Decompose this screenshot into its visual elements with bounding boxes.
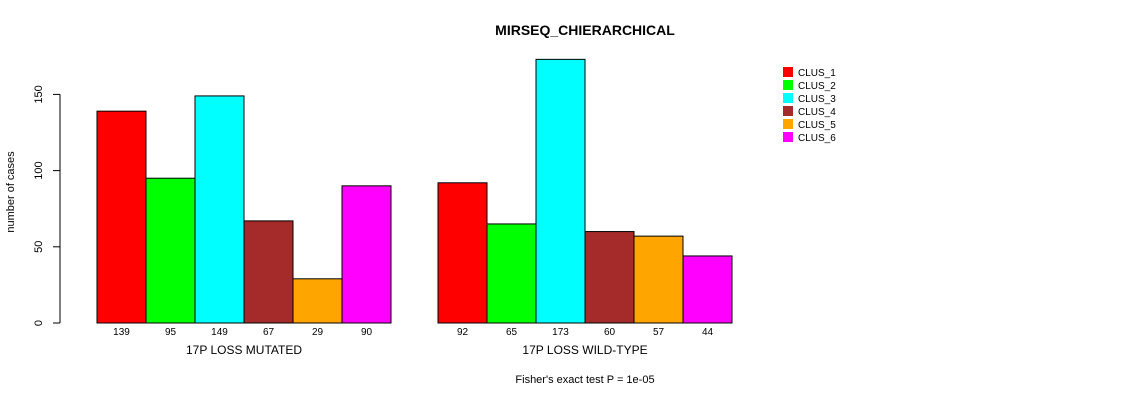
legend-swatch bbox=[783, 80, 793, 90]
chart-title: MIRSEQ_CHIERARCHICAL bbox=[495, 22, 675, 38]
bar-value-label: 149 bbox=[211, 327, 228, 338]
group-label: 17P LOSS MUTATED bbox=[186, 343, 302, 357]
legend-swatch bbox=[783, 119, 793, 129]
legend-swatch bbox=[783, 93, 793, 103]
legend-label: CLUS_3 bbox=[798, 94, 836, 105]
bar-clus-2 bbox=[145, 177, 196, 324]
bar-clus-6 bbox=[341, 185, 392, 324]
y-tick-label: 150 bbox=[33, 85, 45, 103]
bar-value-label: 95 bbox=[165, 327, 177, 338]
legend-label: CLUS_1 bbox=[798, 68, 836, 79]
legend: CLUS_1 CLUS_2 CLUS_3 CLUS_4 CLUS_5 CLUS_6 bbox=[783, 67, 836, 144]
bar-value-label: 90 bbox=[361, 327, 373, 338]
bar-clus-1 bbox=[96, 110, 147, 324]
bar-clus-1 bbox=[437, 182, 488, 324]
bar-value-label: 139 bbox=[113, 327, 130, 338]
bar-clus-2 bbox=[486, 223, 537, 324]
footnote: Fisher's exact test P = 1e-05 bbox=[515, 374, 654, 386]
bar-value-label: 44 bbox=[702, 327, 714, 338]
bar-clus-6 bbox=[682, 255, 733, 324]
legend-swatch bbox=[783, 106, 793, 116]
bar-value-label: 57 bbox=[653, 327, 665, 338]
group-labels: 17P LOSS MUTATED 17P LOSS WILD-TYPE bbox=[186, 343, 648, 357]
y-axis: 0 50 100 150 bbox=[33, 85, 61, 326]
group-label: 17P LOSS WILD-TYPE bbox=[522, 343, 647, 357]
legend-label: CLUS_4 bbox=[798, 107, 836, 118]
bar-clus-3 bbox=[194, 95, 245, 324]
bar-value-label: 92 bbox=[457, 327, 469, 338]
bar-value-label: 65 bbox=[506, 327, 518, 338]
legend-label: CLUS_5 bbox=[798, 120, 836, 131]
bars bbox=[96, 58, 733, 324]
bar-value-label: 29 bbox=[312, 327, 324, 338]
legend-label: CLUS_6 bbox=[798, 133, 836, 144]
y-tick-label: 0 bbox=[33, 320, 45, 326]
y-tick-label: 50 bbox=[33, 241, 45, 253]
legend-swatch bbox=[783, 67, 793, 77]
y-tick-label: 100 bbox=[33, 161, 45, 179]
bar-value-label: 67 bbox=[263, 327, 275, 338]
bar-clus-5 bbox=[292, 278, 343, 324]
bar-value-label: 60 bbox=[604, 327, 616, 338]
bar-value-labels: 139 95 149 67 29 90 92 65 173 60 57 44 bbox=[113, 327, 713, 338]
bar-value-label: 173 bbox=[552, 327, 569, 338]
bar-clus-4 bbox=[584, 231, 635, 324]
bar-clus-5 bbox=[633, 235, 684, 324]
bar-clus-4 bbox=[243, 220, 294, 324]
legend-swatch bbox=[783, 132, 793, 142]
y-axis-label: number of cases bbox=[5, 151, 17, 233]
legend-label: CLUS_2 bbox=[798, 81, 836, 92]
bar-clus-3 bbox=[535, 58, 586, 324]
